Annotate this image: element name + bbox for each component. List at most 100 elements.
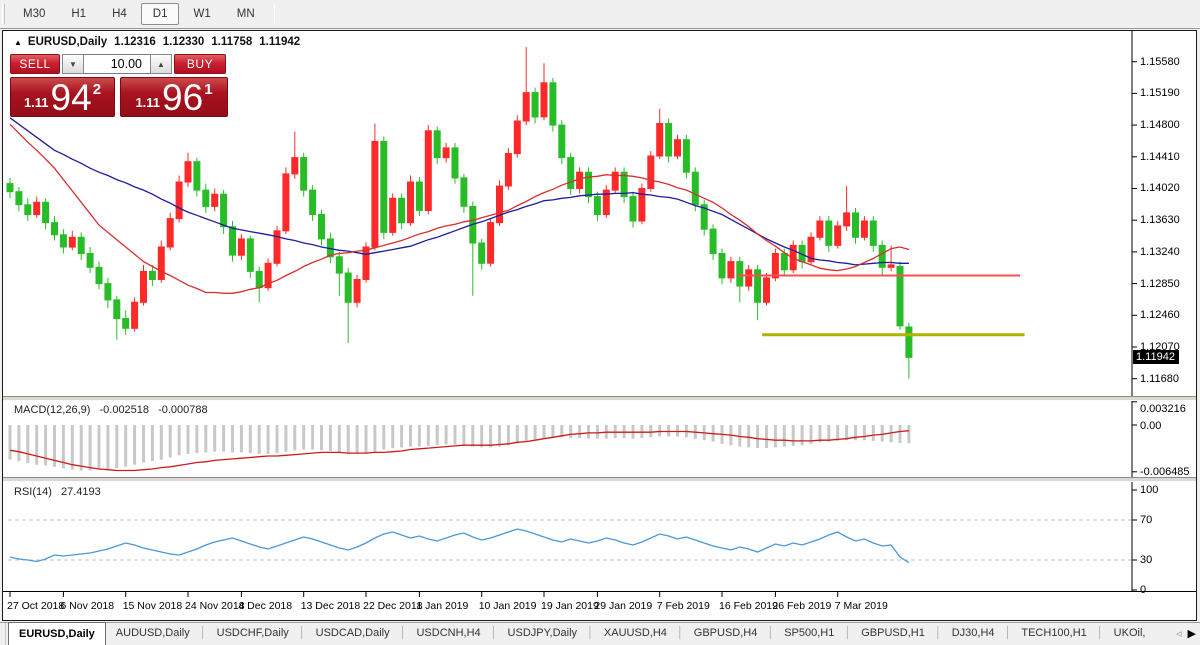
date-axis-label: 27 Oct 2018 — [7, 600, 65, 612]
rsi-axis-label: 100 — [1140, 484, 1159, 496]
date-axis-label: 29 Jan 2019 — [594, 600, 653, 612]
timeframe-mn-button[interactable]: MN — [236, 8, 255, 20]
volume-increase-button[interactable]: ▲ — [150, 54, 172, 74]
tab-separator: │ — [298, 627, 306, 639]
buy-button[interactable]: BUY — [174, 54, 226, 74]
chart-title: ▲ EURUSD,Daily 1.12316 1.12330 1.11758 1… — [14, 36, 300, 48]
macd-axis-label: -0.006485 — [1140, 466, 1190, 479]
macd-name: MACD(12,26,9) — [14, 404, 91, 416]
tab-separator: │ — [1096, 627, 1104, 639]
macd-pane-splitter[interactable] — [3, 396, 1196, 401]
tab-separator: │ — [587, 627, 594, 639]
macd-main-value: -0.002518 — [99, 404, 150, 416]
price-axis-label: 1.14020 — [1140, 182, 1180, 195]
tab-separator: │ — [676, 627, 684, 639]
tab-xauusd-h4[interactable]: XAUUSD,H4 — [603, 627, 667, 639]
buy-price-prefix: 1.11 — [135, 95, 161, 110]
tab-separator: │ — [399, 627, 407, 639]
tab-audusd-daily[interactable]: AUDUSD,Daily — [115, 627, 190, 639]
buy-price-pip: 1 — [204, 81, 213, 98]
macd-axis-label: 0.00 — [1140, 419, 1162, 432]
tab-usdchf-daily[interactable]: USDCHF,Daily — [216, 627, 289, 639]
tabs-scroll-right-icon[interactable]: ▶ — [1187, 628, 1196, 640]
ohlc-high: 1.12330 — [162, 36, 205, 48]
price-axis-label: 1.15190 — [1140, 87, 1180, 100]
tab-separator: │ — [767, 627, 775, 639]
collapse-chart-icon[interactable]: ▲ — [14, 37, 22, 47]
date-axis-label: 4 Dec 2018 — [238, 600, 293, 612]
tab-usdcnh-h4[interactable]: USDCNH,H4 — [416, 627, 481, 639]
tab-gbpusd-h1[interactable]: GBPUSD,H1 — [861, 627, 925, 639]
price-axis-label: 1.12850 — [1140, 277, 1180, 290]
tab-gbpusd-h4[interactable]: GBPUSD,H4 — [693, 627, 758, 639]
rsi-axis-label: 0 — [1140, 584, 1147, 596]
timeframe-d1-button[interactable]: D1 — [140, 3, 180, 25]
date-axis-label: 16 Feb 2019 — [719, 600, 778, 612]
price-axis-label: 1.13630 — [1140, 214, 1180, 227]
price-axis-label: 1.13240 — [1140, 245, 1180, 258]
ohlc-close: 1.11942 — [259, 36, 301, 48]
timeframe-toolbar: M30 H1 H4 D1 W1 MN — [0, 0, 1200, 29]
tab-tech100-h1[interactable]: TECH100,H1 — [1021, 627, 1087, 639]
one-click-trade-panel: SELL ▼ ▲ BUY 1.11 94 2 1.11 96 1 — [10, 54, 228, 118]
price-axis-label: 1.14410 — [1140, 150, 1180, 163]
price-axis-label: 1.14800 — [1140, 119, 1180, 132]
price-axis-label: 1.15580 — [1140, 55, 1180, 68]
macd-axis-label: 0.003216 — [1140, 402, 1186, 415]
macd-indicator-label: MACD(12,26,9) -0.002518 -0.000788 — [14, 404, 214, 416]
volume-input[interactable] — [84, 54, 150, 74]
tab-separator: │ — [199, 627, 207, 639]
price-axis-label: 1.11680 — [1140, 372, 1179, 385]
rsi-value: 27.4193 — [60, 486, 101, 498]
timeframe-h1-button[interactable]: H1 — [71, 8, 87, 20]
timeframe-h4-button[interactable]: H4 — [112, 8, 127, 20]
date-axis-label: 22 Dec 2018 — [363, 600, 423, 612]
date-axis-label: 7 Mar 2019 — [834, 600, 888, 612]
tab-separator: │ — [844, 627, 852, 639]
date-axis-label: 26 Feb 2019 — [772, 600, 832, 612]
date-axis-label: 24 Nov 2018 — [185, 600, 245, 612]
tab-dj30-h4[interactable]: DJ30,H4 — [951, 627, 995, 639]
bottom-tab-strip: EURUSD,Daily AUDUSD,Daily │ USDCHF,Daily │ US… — [8, 622, 1155, 645]
rsi-axis-label: 30 — [1140, 554, 1153, 566]
date-axis-label: 15 Nov 2018 — [122, 600, 183, 612]
date-axis-label: 19 Jan 2019 — [541, 600, 599, 612]
date-axis-label: 1 Jan 2019 — [416, 600, 469, 612]
tab-separator: │ — [934, 627, 942, 639]
sell-price-prefix: 1.11 — [23, 95, 49, 110]
sell-price-tile[interactable]: 1.11 94 2 — [10, 77, 115, 118]
tabs-scroll-left-icon[interactable]: ◃ — [1176, 628, 1182, 640]
sell-button[interactable]: SELL — [10, 54, 60, 74]
tab-eurusd-daily[interactable]: EURUSD,Daily — [8, 622, 106, 645]
date-axis-label: 7 Feb 2019 — [656, 600, 710, 612]
rsi-axis-label: 70 — [1140, 514, 1153, 526]
date-axis-label: 13 Dec 2018 — [300, 600, 361, 612]
rsi-name: RSI(14) — [14, 486, 52, 498]
date-axis-label: 10 Jan 2019 — [478, 600, 537, 612]
buy-price-big: 96 — [162, 77, 204, 118]
ohlc-low: 1.11758 — [211, 36, 253, 48]
rsi-indicator-label: RSI(14) 27.4193 — [14, 486, 107, 498]
timeframe-w1-button[interactable]: W1 — [193, 8, 211, 20]
tab-usdjpy-daily[interactable]: USDJPY,Daily — [507, 627, 578, 639]
tab-sp500-h1[interactable]: SP500,H1 — [784, 627, 835, 639]
tab-usdcad-daily[interactable]: USDCAD,Daily — [315, 627, 390, 639]
macd-signal-value: -0.000788 — [158, 404, 208, 416]
ohlc-open: 1.12316 — [114, 36, 156, 48]
current-price-tag: 1.11942 — [1133, 349, 1179, 364]
tab-separator: │ — [490, 627, 498, 639]
sell-price-pip: 2 — [92, 81, 102, 98]
rsi-pane-splitter[interactable] — [3, 477, 1196, 482]
toolbar-separator — [273, 4, 275, 24]
symbol-tab-bar: EURUSD,Daily AUDUSD,Daily │ USDCHF,Daily │ US… — [0, 622, 1200, 645]
tabbar-grip — [0, 623, 6, 645]
tab-ukoil[interactable]: UKOil, — [1113, 627, 1146, 639]
timeframe-m30-button[interactable]: M30 — [23, 8, 46, 20]
tab-separator: │ — [1004, 627, 1012, 639]
buy-price-tile[interactable]: 1.11 96 1 — [120, 77, 228, 118]
volume-decrease-button[interactable]: ▼ — [62, 54, 84, 74]
price-axis-label: 1.12460 — [1140, 309, 1180, 322]
chart-symbol-period: EURUSD,Daily — [27, 36, 108, 48]
toolbar-grip[interactable] — [2, 4, 5, 24]
sell-price-big: 94 — [50, 77, 92, 118]
